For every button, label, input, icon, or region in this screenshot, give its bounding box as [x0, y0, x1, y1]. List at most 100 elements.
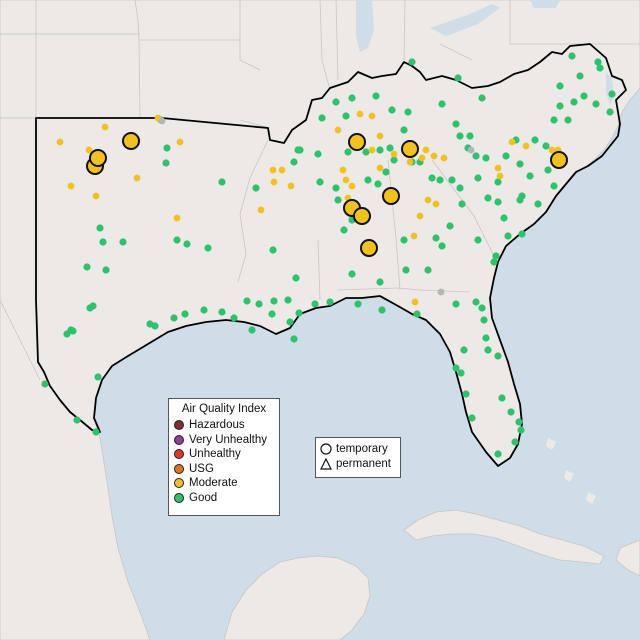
good-site-marker: [544, 166, 552, 174]
good-site-marker: [162, 159, 170, 167]
moderate-site-marker: [496, 172, 504, 180]
good-site-marker: [252, 184, 260, 192]
good-site-marker: [580, 92, 588, 100]
moderate-site-marker: [494, 164, 502, 172]
aqi-legend-item-very-unhealthy: Very Unhealthy: [169, 433, 279, 448]
good-site-marker: [608, 90, 616, 98]
aqi-legend-label: Unhealthy: [189, 448, 241, 461]
unhealthy-swatch: [174, 449, 184, 460]
very-unhealthy-swatch: [174, 434, 184, 445]
good-site-marker: [456, 184, 464, 192]
moderate-site-marker: [334, 126, 342, 134]
good-site-marker: [218, 308, 226, 316]
good-site-marker: [99, 238, 107, 246]
temporary-monitor-marker: [382, 187, 400, 205]
good-site-marker: [173, 236, 181, 244]
good-site-marker: [348, 270, 356, 278]
good-site-marker: [518, 230, 526, 238]
good-sites-layer: [41, 52, 616, 458]
good-site-marker: [458, 200, 466, 208]
good-site-marker: [457, 369, 465, 377]
moderate-site-marker: [418, 154, 426, 162]
moderate-site-marker: [342, 176, 350, 184]
good-site-marker: [348, 94, 356, 102]
good-site-marker: [534, 200, 542, 208]
good-site-marker: [243, 297, 251, 305]
good-site-marker: [452, 300, 460, 308]
lake-michigan: [356, 0, 374, 52]
aqi-legend: Air Quality Index Hazardous Very Unhealt…: [168, 398, 280, 516]
moderate-site-marker: [440, 154, 448, 162]
good-site-marker: [376, 146, 384, 154]
moderate-site-marker: [101, 123, 109, 131]
good-site-marker: [515, 418, 523, 426]
moderate-site-marker: [424, 196, 432, 204]
good-site-marker: [204, 244, 212, 252]
good-site-marker: [374, 180, 382, 188]
aqi-legend-label: Good: [189, 491, 218, 504]
moderate-site-marker: [287, 182, 295, 190]
good-site-marker: [41, 380, 49, 388]
good-site-marker: [484, 194, 492, 202]
moderate-site-marker: [432, 200, 440, 208]
good-site-marker: [480, 316, 488, 324]
good-site-marker: [478, 94, 486, 102]
bahamas-island: [564, 470, 574, 482]
aqi-legend-item-moderate: Moderate: [169, 476, 279, 491]
good-site-marker: [163, 144, 171, 152]
moderate-site-marker: [348, 182, 356, 190]
moderate-site-marker: [522, 142, 530, 150]
good-site-marker: [183, 240, 191, 248]
moderate-site-marker: [406, 158, 414, 166]
good-site-marker: [494, 178, 502, 186]
moderate-site-marker: [548, 146, 556, 154]
good-site-marker: [452, 120, 460, 128]
good-site-marker: [96, 224, 104, 232]
good-site-marker: [500, 214, 508, 222]
moderate-site-marker: [269, 166, 277, 174]
good-site-marker: [511, 438, 519, 446]
good-site-marker: [452, 364, 460, 372]
aqi-legend-label: Hazardous: [189, 419, 245, 432]
good-site-marker: [102, 266, 110, 274]
moderate-site-marker: [410, 232, 418, 240]
cuba-land: [403, 509, 605, 565]
temporary-monitor-marker: [550, 151, 568, 169]
temporary-monitor-marker: [401, 140, 419, 158]
type-legend-item-permanent: permanent: [316, 456, 400, 471]
good-site-marker: [454, 74, 462, 82]
good-site-marker: [382, 168, 390, 176]
circle-icon: [320, 442, 332, 455]
good-site-marker: [151, 322, 159, 330]
bahamas-island: [546, 438, 556, 450]
good-site-marker: [73, 416, 81, 424]
good-site-marker: [248, 326, 256, 334]
good-site-marker: [269, 246, 277, 254]
good-site-marker: [316, 178, 324, 186]
good-site-marker: [436, 176, 444, 184]
moderate-site-marker: [85, 146, 93, 154]
good-site-marker: [388, 106, 396, 114]
moderate-site-marker: [422, 146, 430, 154]
moderate-site-marker: [339, 166, 347, 174]
good-site-marker: [438, 242, 446, 250]
moderate-site-marker: [270, 178, 278, 186]
good-site-marker: [170, 314, 178, 322]
monitor-type-legend: temporary permanent: [315, 437, 401, 478]
aqi-legend-item-unhealthy: Unhealthy: [169, 447, 279, 462]
state-borders: [0, 0, 640, 381]
good-site-marker: [270, 297, 278, 305]
moderate-site-marker: [416, 212, 424, 220]
good-site-marker: [386, 144, 394, 152]
good-site-marker: [531, 136, 539, 144]
good-site-marker: [230, 314, 238, 322]
lake-erie: [430, 4, 500, 36]
good-site-marker: [550, 182, 558, 190]
good-site-marker: [402, 266, 410, 274]
temporary-monitor-layer: [86, 132, 568, 257]
moderate-sites-layer: [56, 110, 562, 306]
good-site-marker: [290, 335, 298, 343]
moderate-site-marker: [508, 138, 516, 146]
good-site-marker: [89, 302, 97, 310]
